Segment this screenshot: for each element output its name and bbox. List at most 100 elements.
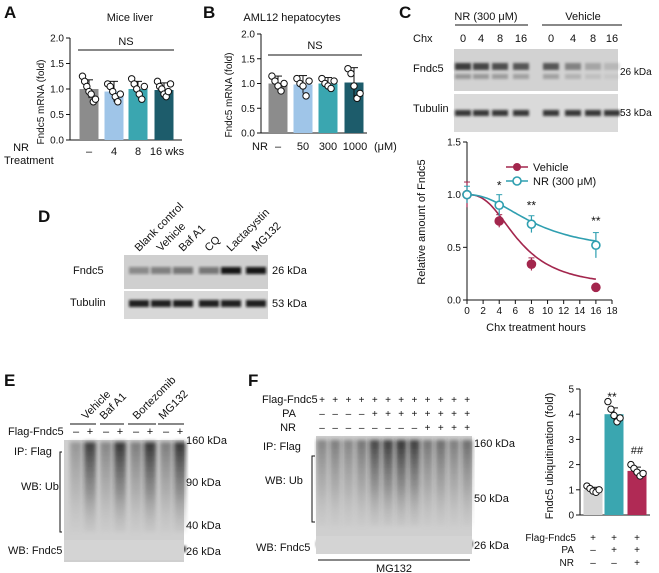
panel-e-bands xyxy=(70,442,186,552)
panel-a-title: Mice liver xyxy=(107,12,154,24)
panel-c-star-1: * xyxy=(497,178,502,192)
panel-b-dot-3-5 xyxy=(330,77,338,85)
panel-e-sign-7: – xyxy=(163,426,170,438)
panel-e-wb-fndc5-label: WB: Fndc5 xyxy=(8,545,62,557)
panel-b-bar-3 xyxy=(318,83,338,133)
fndc5-band-3 xyxy=(492,63,508,70)
panel-f-bars xyxy=(583,397,647,515)
panel-e-flag-signs: – + – + – + – + xyxy=(73,426,183,438)
panel-f-sign-3-2: – xyxy=(332,423,338,434)
panel-f-ytick-label-1: 1 xyxy=(568,485,574,496)
panel-f-sign-1-5: + xyxy=(372,395,378,406)
tubulin-band-2 xyxy=(473,110,489,116)
panel-e-smear-3 xyxy=(100,442,112,532)
panel-label-f: F xyxy=(248,371,258,390)
panel-f-kda-50: 50 kDa xyxy=(474,493,510,505)
panel-f-smear-7 xyxy=(395,440,407,526)
fndc5-band-low-7 xyxy=(585,74,601,79)
panel-f-smear-5 xyxy=(369,440,381,526)
panel-b-row-nr: NR xyxy=(252,141,268,153)
panel-b-ytick-label-3: 1.5 xyxy=(241,54,255,65)
panel-e-sign-8: + xyxy=(177,426,183,438)
chx-time-2: 4 xyxy=(478,33,484,45)
panel-f-bar-rows: Flag-Fndc5 + + +PA – + +NR – – + xyxy=(525,533,640,569)
panel-f-sign-1-8: + xyxy=(411,395,417,406)
panel-f-fndc5-membrane xyxy=(316,536,472,554)
panel-e-kda-160: 160 kDa xyxy=(186,435,228,447)
panel-c-xlabel: Chx treatment hours xyxy=(486,322,586,334)
panel-c-xtick-label-2: 4 xyxy=(496,306,502,317)
panel-b-dot-4-2 xyxy=(347,69,355,78)
panel-f-sign-3-10: + xyxy=(438,423,444,434)
panel-f-bar-row-label-1: Flag-Fndc5 xyxy=(525,533,576,544)
panel-d-row-fndc5: Fndc5 xyxy=(73,265,104,277)
panel-f-sign-3-1: – xyxy=(319,423,325,434)
panel-a-bars xyxy=(78,72,175,140)
panel-a-cat-4: 16 wks xyxy=(150,146,185,158)
panel-b-dot-2-5 xyxy=(305,77,313,85)
panel-c-xtick-label-8: 16 xyxy=(590,306,602,317)
panel-label-d: D xyxy=(38,207,50,226)
panel-b-unit: (μM) xyxy=(374,141,397,153)
panel-c-legend: Vehicle NR (300 μM) xyxy=(506,162,596,188)
fndc5-band-low-3 xyxy=(492,74,508,79)
panel-a-dot-3-6 xyxy=(140,82,149,91)
panel-b: B AML12 hepatocytes Fndc5 mRNA (fold) 0.… xyxy=(203,3,397,153)
panel-f-rows: Flag-Fndc5 + + + + + + + + + + + +PA – – – – + + + + + + + +NR – –… xyxy=(262,394,470,434)
panel-c-ytick-label-3: 1.5 xyxy=(447,138,461,149)
panel-f-bar-sign-3-1: – xyxy=(590,558,596,569)
panel-f-sign-3-9: + xyxy=(425,423,431,434)
panel-f-bar-sign-1-1: + xyxy=(590,533,596,544)
panel-c-bands xyxy=(455,63,620,116)
panel-f-smear-1 xyxy=(316,440,328,526)
panel-f-row-label-2: PA xyxy=(282,408,297,420)
panel-f-bar-sign-3-2: – xyxy=(611,558,617,569)
panel-f-sig-2: ## xyxy=(631,445,644,457)
panel-f-ytick-label-3: 3 xyxy=(568,435,574,446)
panel-d-tubulin-band-2 xyxy=(151,300,171,307)
panel-c-kda-26: 26 kDa xyxy=(620,67,652,78)
panel-c-chart: Relative amount of Fndc5 Chx treatment h… xyxy=(416,138,618,335)
panel-f-smear-10 xyxy=(435,440,447,526)
panel-c-curve-1 xyxy=(467,193,597,280)
panel-c-xtick-label-0: 0 xyxy=(464,306,470,317)
panel-e-bracket xyxy=(59,451,62,533)
panel-label-a: A xyxy=(4,3,16,22)
fndc5-band-5 xyxy=(543,63,559,70)
tubulin-band-6 xyxy=(565,110,581,116)
panel-f-ytick-label-4: 4 xyxy=(568,410,574,421)
panel-f-dot-2-2 xyxy=(607,405,615,413)
panel-c-star-2: ** xyxy=(527,198,537,212)
tubulin-band-3 xyxy=(492,110,508,116)
panel-d-tubulin-band-6 xyxy=(246,300,266,307)
panel-f-sign-3-6: – xyxy=(385,423,391,434)
fndc5-band-low-1 xyxy=(455,74,471,79)
panel-f-dot-1-5 xyxy=(595,486,603,494)
legend-nr: NR (300 μM) xyxy=(533,176,596,188)
panel-f-sign-2-2: – xyxy=(332,409,338,420)
panel-e-smear-7 xyxy=(160,442,172,532)
chx-time-7: 8 xyxy=(590,33,596,45)
panel-f-sign-3-11: + xyxy=(451,423,457,434)
panel-c-xtick-label-9: 18 xyxy=(606,306,618,317)
panel-f-bar-2 xyxy=(604,414,624,515)
chx-time-5: 0 xyxy=(548,33,554,45)
panel-b-ylabel: Fndc5 mRNA (fold) xyxy=(224,52,235,137)
panel-d-tubulin-band-5 xyxy=(221,300,241,307)
fndc5-band-7 xyxy=(585,63,601,70)
panel-f-sign-1-2: + xyxy=(332,395,338,406)
panel-d-fndc5-band-6 xyxy=(246,267,266,274)
panel-b-ytick-label-0: 0.0 xyxy=(241,129,255,140)
panel-f-bar-sign-3-3: + xyxy=(634,558,640,569)
panel-f-ip-label: IP: Flag xyxy=(263,441,301,453)
panel-e-smear-5 xyxy=(130,442,142,532)
panel-f-sig-1: ** xyxy=(607,390,617,404)
panel-f-sign-3-5: – xyxy=(372,423,378,434)
panel-f-smear-11 xyxy=(448,440,460,526)
panel-e-sign-5: – xyxy=(133,426,140,438)
legend-vehicle-marker xyxy=(513,163,521,171)
panel-f: F Flag-Fndc5 + + + + + + + + + + + +PA – – – – + + + + + + + +NR… xyxy=(248,371,650,573)
panel-a-bar-4 xyxy=(154,90,174,140)
